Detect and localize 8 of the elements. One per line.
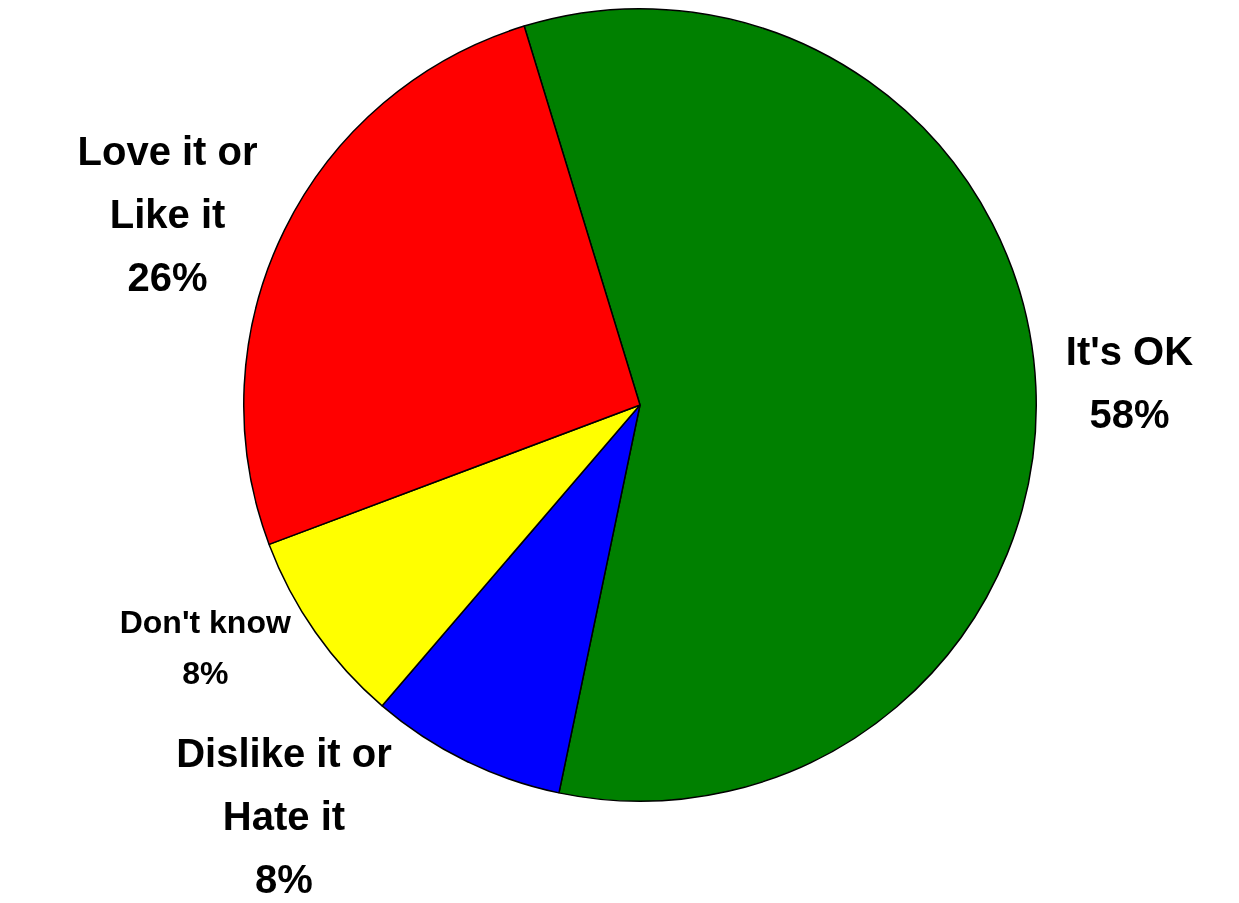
data-label: 8% — [255, 857, 313, 902]
slice-label: Don't know — [119, 604, 291, 641]
data-label: 26% — [127, 255, 208, 300]
slice-label: It's OK — [1065, 329, 1194, 374]
slice-label: Dislike it or Hate it — [176, 730, 392, 839]
data-label: 58% — [1089, 392, 1170, 437]
data-label: 8% — [182, 654, 229, 691]
slice-label: Love it or Like it — [77, 128, 258, 236]
